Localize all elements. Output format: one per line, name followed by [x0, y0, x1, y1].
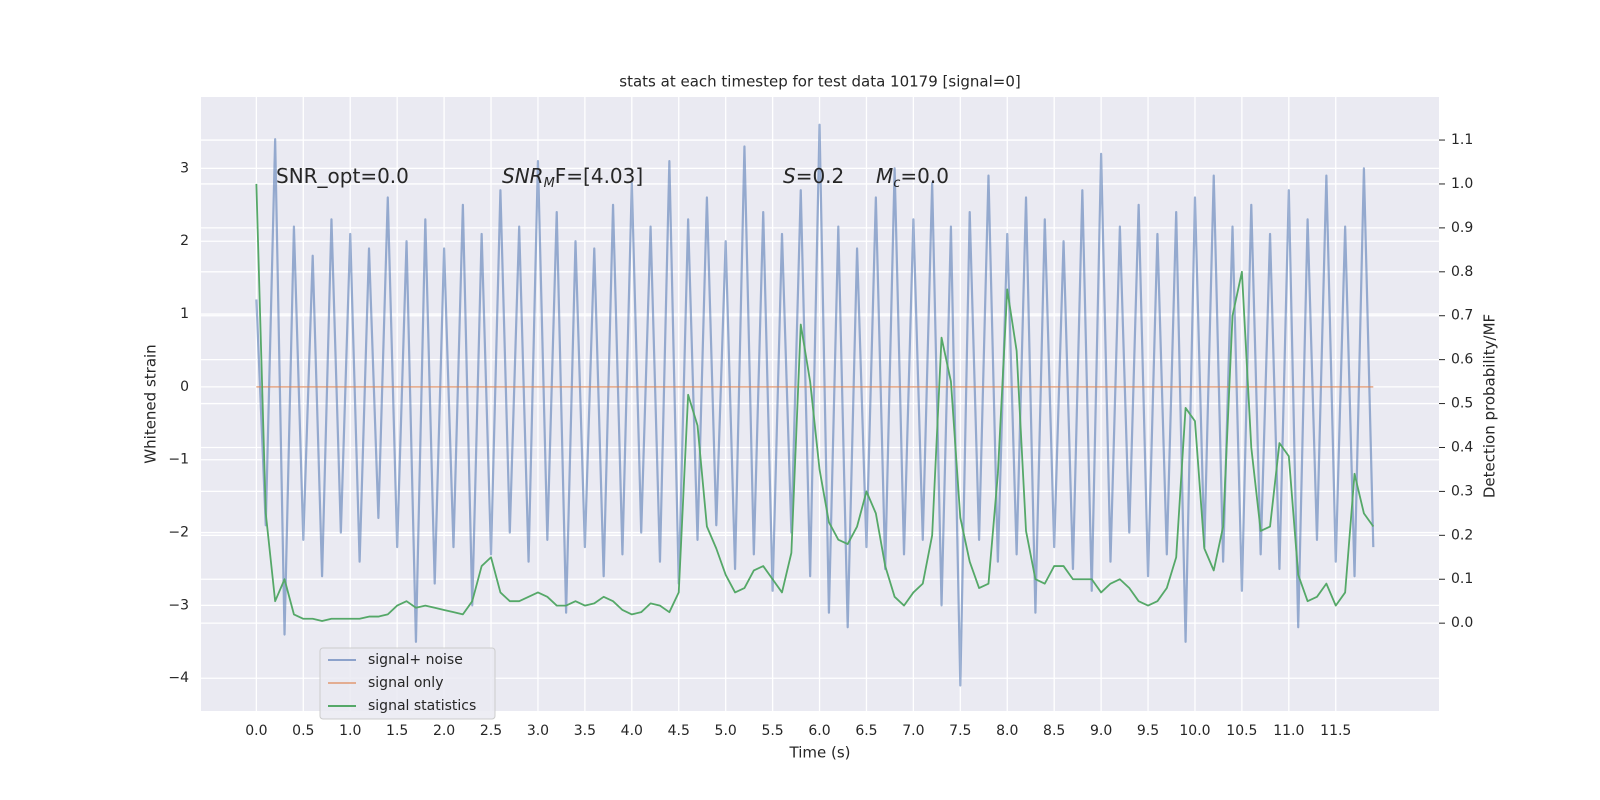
x-tick-label: 10.0 — [1179, 723, 1210, 739]
y2-tick-label: 0.1 — [1451, 571, 1473, 587]
y2-tick-label: 0.2 — [1451, 527, 1473, 543]
x-axis-label: Time (s) — [789, 744, 851, 762]
x-tick-label: 1.0 — [339, 723, 361, 739]
x-tick-label: 5.0 — [715, 723, 737, 739]
x-tick-label: 9.5 — [1137, 723, 1159, 739]
annotation: SNR_opt=0.0 — [276, 164, 409, 188]
x-tick-label: 7.0 — [902, 723, 924, 739]
x-tick-label: 6.0 — [808, 723, 830, 739]
annotation-base: S — [783, 164, 796, 188]
annotation-sub: c — [893, 176, 900, 191]
y2-tick-label: 0.7 — [1451, 308, 1473, 324]
x-tick-label: 6.5 — [855, 723, 877, 739]
series-line — [255, 123, 1375, 687]
y-tick-label: −1 — [168, 452, 189, 468]
x-tick-label: 8.5 — [1043, 723, 1065, 739]
annotation: SNRMF=[4.03] — [502, 164, 643, 191]
x-tick-label: 11.5 — [1320, 723, 1351, 739]
y-tick-label: 1 — [180, 306, 189, 322]
y2-tick-label: 0.5 — [1451, 396, 1473, 412]
y2-tick-label: 0.3 — [1451, 483, 1473, 499]
legend-label: signal only — [368, 675, 443, 691]
annotation: S=0.2 — [783, 164, 844, 188]
annotation-base: SNR — [502, 164, 544, 188]
y2-axis-label: Detection probability/MF — [1481, 314, 1499, 498]
x-tick-label: 2.5 — [480, 723, 502, 739]
y2-tick-label: 0.0 — [1451, 615, 1473, 631]
x-tick-label: 4.5 — [668, 723, 690, 739]
x-tick-label: 2.0 — [433, 723, 455, 739]
x-tick-label: 3.5 — [574, 723, 596, 739]
annotation-tail: F=[4.03] — [555, 164, 643, 188]
labels: 0.0 0.5 1.0 1.5 2.0 2.5 3.0 3.5 4.0 4.5 5.0 5.5 6.0 6… — [168, 132, 1473, 739]
y2-tick-label: 0.9 — [1451, 220, 1473, 236]
legend-box — [319, 647, 496, 720]
annotation-base: SNR_opt=0.0 — [276, 164, 409, 188]
x-tick-label: 0.5 — [292, 723, 314, 739]
y-axis-label: Whitened strain — [142, 344, 160, 463]
x-tick-label: 10.5 — [1226, 723, 1257, 739]
annotation-base: M — [876, 164, 893, 188]
x-tick-label: 9.0 — [1090, 723, 1112, 739]
y2-tick-label: 0.4 — [1451, 439, 1473, 455]
x-tick-label: 4.0 — [621, 723, 643, 739]
series-line — [255, 183, 1375, 622]
annotation-tail: =0.0 — [900, 164, 949, 188]
y-tick-label: 0 — [180, 379, 189, 395]
y-tick-label: 3 — [180, 160, 189, 176]
y2-tick-label: 0.8 — [1451, 264, 1473, 280]
legend-label: signal+ noise — [368, 652, 463, 668]
annotation: Mc=0.0 — [876, 164, 949, 191]
marks — [255, 123, 1375, 687]
y-tick-label: −3 — [168, 597, 189, 613]
y2-tick-label: 0.6 — [1451, 352, 1473, 368]
legend-label: signal statistics — [368, 698, 476, 714]
x-tick-label: 3.0 — [527, 723, 549, 739]
y2-tick-label: 1.0 — [1451, 176, 1473, 192]
x-tick-label: 0.0 — [245, 723, 267, 739]
x-tick-label: 7.5 — [949, 723, 971, 739]
y-tick-label: −2 — [168, 525, 189, 541]
x-tick-label: 8.0 — [996, 723, 1018, 739]
y-tick-label: −4 — [168, 670, 189, 686]
annotation-sub: M — [544, 176, 555, 191]
x-tick-label: 5.5 — [761, 723, 783, 739]
y2-tick-label: 1.1 — [1451, 132, 1473, 148]
x-tick-label: 1.5 — [386, 723, 408, 739]
annotation-tail: =0.2 — [796, 164, 845, 188]
chart-title: stats at each timestep for test data 101… — [619, 73, 1020, 91]
x-tick-label: 11.0 — [1273, 723, 1304, 739]
y-tick-label: 2 — [180, 233, 189, 249]
